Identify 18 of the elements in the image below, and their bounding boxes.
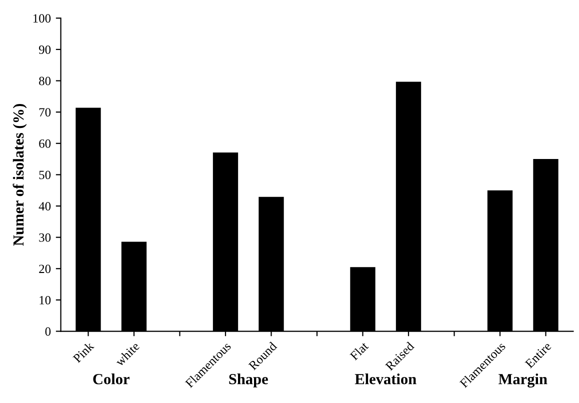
y-tick-label: 80 bbox=[39, 76, 51, 86]
text: Shape bbox=[229, 374, 268, 388]
x-tick-label: white bbox=[114, 341, 140, 367]
y-tick-label: 30 bbox=[39, 233, 51, 242]
y-tick-label: 90 bbox=[38, 45, 51, 54]
x-tick-label: Flat bbox=[349, 341, 369, 361]
y-tick-label: 0 bbox=[45, 327, 51, 336]
y-tick-label: 50 bbox=[39, 170, 51, 180]
y-tick-label: 70 bbox=[39, 108, 51, 117]
text: Elevation bbox=[354, 374, 416, 384]
y-tick-label: 20 bbox=[39, 264, 51, 274]
y-tick-label: 100 bbox=[33, 14, 51, 23]
y-tick-label: 40 bbox=[38, 202, 51, 210]
y-axis-title: Numer of isolates (%) bbox=[12, 104, 27, 246]
text: Color bbox=[93, 374, 130, 384]
x-tick-label: Pink bbox=[72, 340, 94, 364]
y-tick-label: 10 bbox=[40, 296, 51, 304]
y-tick-label: 60 bbox=[39, 139, 51, 148]
